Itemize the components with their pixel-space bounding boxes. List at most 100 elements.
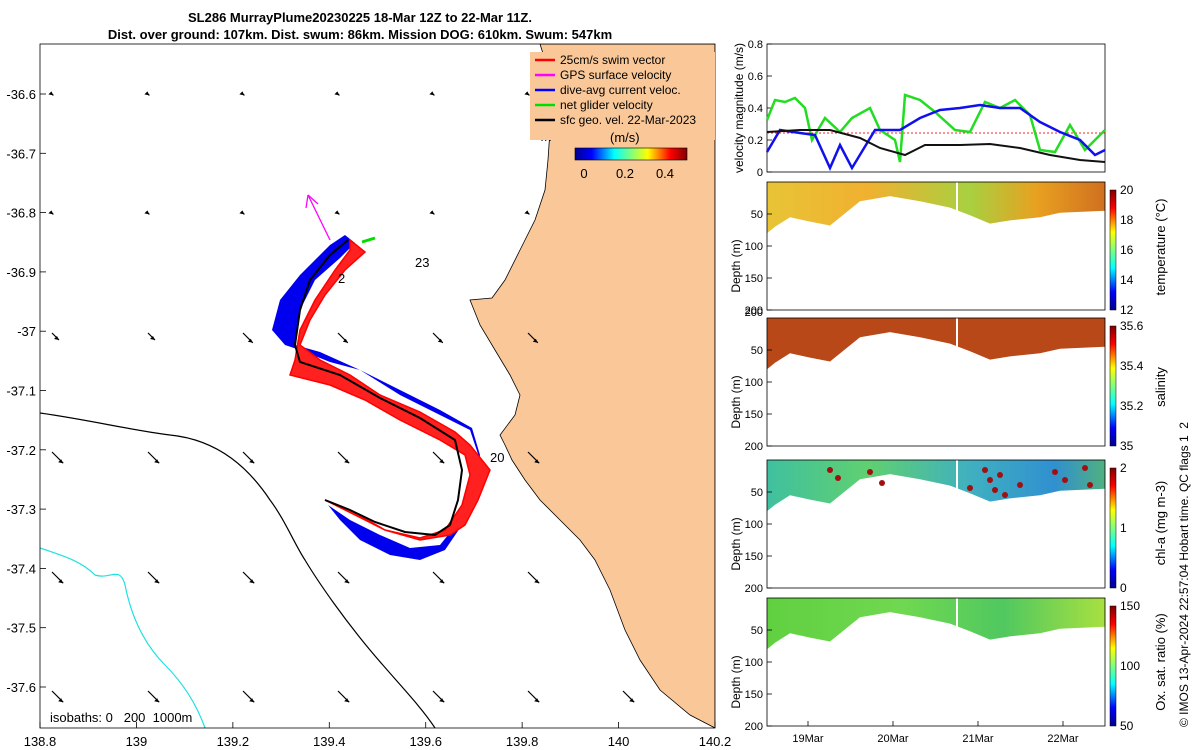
depth-tick-2-1: 100 [745, 519, 763, 531]
geo-arrow-19 [147, 451, 160, 464]
colorbar-tick-1-2: 35.4 [1120, 359, 1144, 373]
chl-point-0 [827, 467, 833, 473]
chart-title-line1: SL286 MurrayPlume20230225 18-Mar 12Z to … [188, 10, 532, 25]
legend-entry-2: dive-avg current veloc. [560, 83, 681, 97]
velocity-y-ticks: 0 0.2 0.4 0.6 0.8 [748, 39, 772, 179]
legend-entry-3: net glider velocity [560, 98, 653, 112]
geo-arrow-15 [337, 332, 349, 344]
colorbar-tick-1-3: 35.6 [1120, 319, 1144, 333]
depth-tick-0-3: 200 [745, 305, 763, 317]
velocity-panel[interactable]: 0 0.2 0.4 0.6 0.8 velocity magnitude (m/s) [732, 39, 1106, 179]
lat-tick-10: -37.6 [6, 680, 36, 695]
lon-tick-3: 139.4 [313, 734, 346, 749]
vel-tick-0: 0 [757, 167, 763, 179]
section-label-0: temperature (°C) [1153, 199, 1168, 296]
geo-arrow-35 [527, 690, 540, 703]
depth-top-tick-salinity: 200 [745, 307, 763, 319]
geo-arrow-0 [48, 91, 54, 96]
geo-arrow-32 [242, 690, 255, 703]
geo-arrow-36 [622, 690, 635, 703]
depth-tick-3-1: 100 [745, 657, 763, 669]
time-tick-2: 21Mar [962, 733, 994, 745]
chl-point-1 [835, 475, 841, 481]
track-label-20: 20 [490, 450, 504, 465]
colorbar-tick-2-1: 1 [1120, 521, 1127, 535]
depth-tick-2-2: 150 [745, 551, 763, 563]
imos-credit-note: © IMOS 13-Apr-2024 22:57:04 Hobart time.… [1177, 422, 1191, 727]
chl-point-5 [987, 477, 993, 483]
lon-tick-0: 138.8 [24, 734, 57, 749]
depth-tick-3-2: 150 [745, 689, 763, 701]
gps-surface-velocity-arrow [307, 194, 331, 241]
geo-arrow-5 [524, 91, 530, 96]
geo-arrow-26 [242, 571, 255, 584]
isobaths-label: isobaths: 0 200 1000m [50, 710, 192, 725]
lon-tick-7: 140.2 [699, 734, 732, 749]
colorbar-tick-1-0: 35 [1120, 439, 1134, 453]
colorbar-tick-2-0: 0 [1120, 581, 1127, 595]
geo-arrow-20 [242, 451, 255, 464]
section-label-2: chl-a (mg m-3) [1153, 481, 1168, 566]
depth-label-1: Depth (m) [729, 375, 743, 428]
chl-point-4 [982, 467, 988, 473]
colorbar-tick-0: 0 [580, 166, 587, 181]
geo-arrow-31 [147, 690, 160, 703]
section-data-fill-3 [767, 598, 1105, 650]
lat-tick-5: -37.1 [6, 384, 36, 399]
geo-arrow-18 [51, 451, 64, 464]
depth-tick-3-0: 50 [751, 625, 763, 637]
lat-tick-9: -37.5 [6, 621, 36, 636]
map-panel[interactable]: 23 20 2 4h 138.8139139.2139.4139.6139.81… [6, 43, 732, 749]
section-panel-2[interactable]: 50 100 150 200 Depth (m) 0 1 2 chl-a (mg m-3) [729, 459, 1168, 595]
legend-entry-1: GPS surface velocity [560, 68, 671, 82]
colorbar-tick-3-2: 150 [1120, 599, 1140, 613]
colorbar-tick-3-0: 50 [1120, 719, 1134, 733]
net-glider-velocity-segment [361, 236, 376, 244]
depth-tick-0-1: 100 [745, 241, 763, 253]
latitude-tick-labels: -36.6 -36.7 -36.8 -36.9 -37 -37.1 -37.2 -37.3 -3… [6, 87, 46, 695]
vel-tick-2: 0.4 [748, 103, 763, 115]
depth-tick-1-1: 100 [745, 377, 763, 389]
chl-point-13 [967, 485, 973, 491]
geo-arrow-11 [524, 210, 530, 215]
geo-arrow-29 [527, 571, 540, 584]
section-data-fill-0 [767, 182, 1105, 234]
geo-arrow-12 [51, 332, 60, 341]
gps-arrowhead [305, 194, 319, 209]
section-panel-3[interactable]: 50 100 150 200 Depth (m) 50 100 150 Ox. sat. rat… [729, 597, 1168, 733]
geo-arrow-16 [432, 332, 444, 344]
track-label-23: 23 [415, 255, 429, 270]
geo-arrow-1 [144, 91, 150, 96]
isobath-1000m [40, 547, 206, 728]
map-axes-frame [39, 43, 716, 729]
colorbar-tick-0-1: 14 [1120, 273, 1134, 287]
geo-arrow-27 [337, 571, 350, 584]
geo-arrow-2 [239, 91, 245, 96]
depth-tick-3-3: 200 [745, 721, 763, 733]
lat-tick-3: -36.9 [6, 265, 36, 280]
chart-title-line2: Dist. over ground: 107km. Dist. swum: 86… [107, 27, 613, 42]
chl-point-6 [992, 487, 998, 493]
lon-tick-4: 139.6 [409, 734, 442, 749]
vel-tick-4: 0.8 [748, 39, 763, 51]
depth-label-2: Depth (m) [729, 517, 743, 570]
depth-label-0: Depth (m) [729, 239, 743, 292]
chl-point-9 [1052, 469, 1058, 475]
time-tick-3: 22Mar [1047, 733, 1079, 745]
time-axis-ticks: 19Mar 20Mar 21Mar 22Mar [792, 721, 1079, 745]
geo-arrow-21 [337, 451, 350, 464]
geo-arrow-9 [334, 210, 340, 215]
chl-point-10 [1062, 477, 1068, 483]
geo-arrow-3 [334, 91, 340, 96]
lat-tick-7: -37.3 [6, 502, 36, 517]
geo-arrow-30 [51, 690, 64, 703]
colorbar-tick-0-2: 16 [1120, 243, 1134, 257]
depth-tick-2-0: 50 [751, 487, 763, 499]
section-panel-1[interactable]: 50 100 150 200 Depth (m) 35 35.2 35.4 35.6 salini… [729, 317, 1168, 453]
lat-tick-2: -36.8 [6, 206, 36, 221]
lat-tick-1: -36.7 [6, 146, 36, 161]
section-panel-0[interactable]: 50 100 150 200 Depth (m) 12 14 16 18 20 temperatur… [729, 181, 1168, 317]
